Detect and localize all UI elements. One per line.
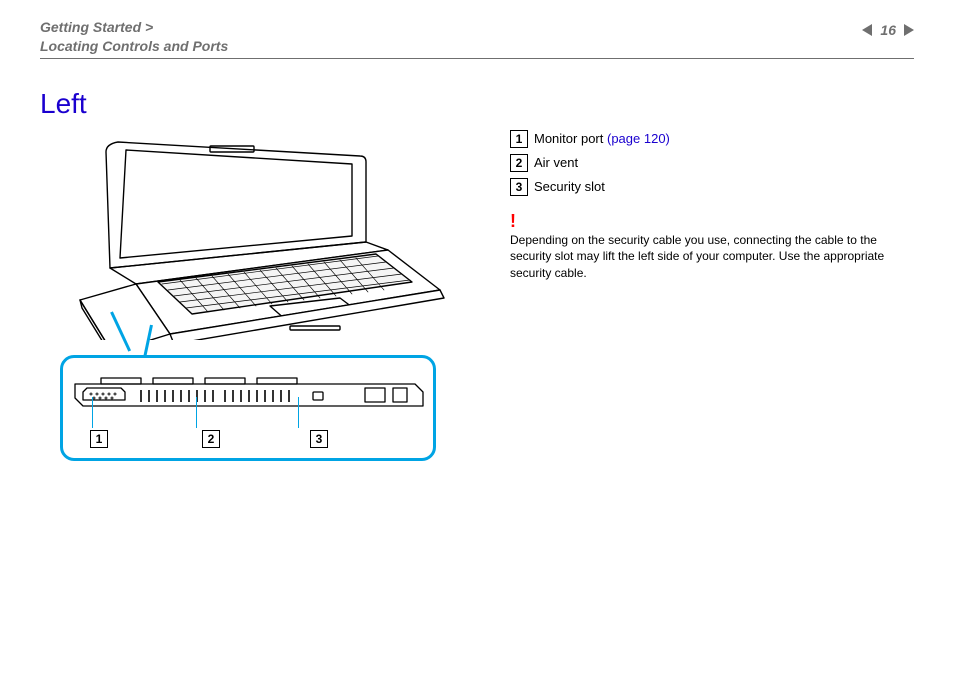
breadcrumb-line1: Getting Started > bbox=[40, 19, 153, 35]
callout-number: 1 bbox=[90, 430, 108, 448]
legend-row: 1 Monitor port (page 120) bbox=[510, 128, 910, 150]
next-page-icon[interactable] bbox=[904, 24, 914, 36]
page-title: Left bbox=[40, 88, 87, 120]
header: Getting Started > Locating Controls and … bbox=[40, 18, 914, 58]
legend-number: 3 bbox=[510, 178, 528, 196]
legend-label: Monitor port bbox=[534, 128, 603, 150]
page: Getting Started > Locating Controls and … bbox=[0, 0, 954, 674]
legend-row: 2 Air vent bbox=[510, 152, 910, 174]
page-nav: 16 bbox=[862, 22, 914, 38]
callout-number: 2 bbox=[202, 430, 220, 448]
callout-numbers: 1 2 3 bbox=[90, 430, 410, 448]
legend-number: 2 bbox=[510, 154, 528, 172]
prev-page-icon[interactable] bbox=[862, 24, 872, 36]
legend-label: Air vent bbox=[534, 152, 578, 174]
legend: 1 Monitor port (page 120) 2 Air vent 3 S… bbox=[510, 128, 910, 281]
callout-leader bbox=[92, 397, 93, 428]
warning-icon: ! bbox=[510, 212, 910, 230]
breadcrumb: Getting Started > Locating Controls and … bbox=[40, 18, 914, 56]
figure: 1 2 3 bbox=[40, 130, 460, 465]
legend-label: Security slot bbox=[534, 176, 605, 198]
laptop-diagram bbox=[40, 130, 460, 340]
breadcrumb-line2: Locating Controls and Ports bbox=[40, 38, 228, 54]
callout-leader bbox=[298, 397, 299, 428]
header-rule bbox=[40, 58, 914, 59]
legend-row: 3 Security slot bbox=[510, 176, 910, 198]
warning-text: Depending on the security cable you use,… bbox=[510, 232, 910, 281]
legend-link[interactable]: (page 120) bbox=[607, 128, 670, 150]
callout-leader bbox=[196, 397, 197, 428]
page-number: 16 bbox=[880, 22, 896, 38]
callout-number: 3 bbox=[310, 430, 328, 448]
legend-number: 1 bbox=[510, 130, 528, 148]
